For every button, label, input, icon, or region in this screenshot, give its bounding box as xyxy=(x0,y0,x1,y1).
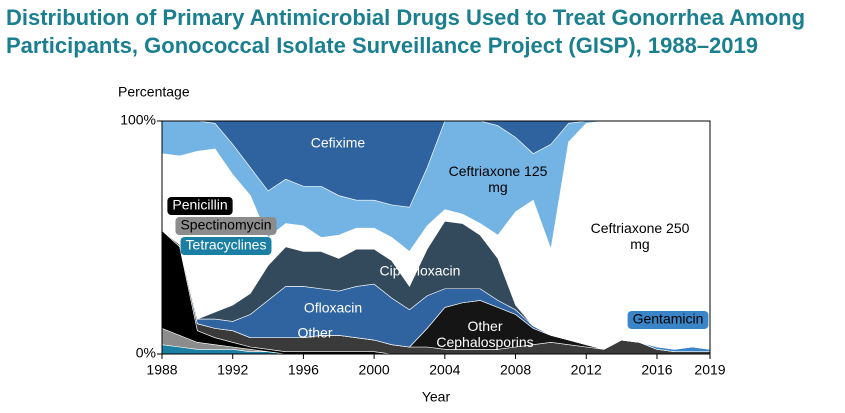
x-tick-label: 2016 xyxy=(641,362,672,378)
series-label: Ceftriaxone 250 mg xyxy=(591,220,690,252)
label-line: Ceftriaxone 125 xyxy=(449,163,548,179)
x-tick-label: 2019 xyxy=(694,362,725,378)
x-tick-label: 2000 xyxy=(359,362,390,378)
series-label-text: Tetracyclines xyxy=(186,237,267,253)
series-label: Ofloxacin xyxy=(304,300,362,316)
series-label-text: Ciprofloxacin xyxy=(380,263,461,279)
label-line: mg xyxy=(488,179,507,195)
series-label-text: Gentamicin xyxy=(633,311,704,327)
label-line: Cephalosporins xyxy=(436,334,533,350)
y-tick-label: 0% xyxy=(136,345,156,361)
series-label: Tetracyclines xyxy=(180,237,272,255)
x-tick-label: 2008 xyxy=(500,362,531,378)
x-tick-label: 2012 xyxy=(571,362,602,378)
series-label-text: Spectinomycin xyxy=(180,217,271,233)
x-tick-label: 1992 xyxy=(217,362,248,378)
series-label-text: Ceftriaxone 250 mg xyxy=(591,220,690,252)
x-tick-label: 1988 xyxy=(146,362,177,378)
series-label-text: Cefixime xyxy=(311,135,366,151)
x-axis-label: Year xyxy=(422,389,451,405)
label-line: Ceftriaxone 250 xyxy=(591,220,690,236)
label-box xyxy=(180,237,272,255)
label-line: Other xyxy=(467,318,502,334)
plot-frame xyxy=(161,120,711,355)
label-box xyxy=(167,197,233,215)
series-label-text: Penicillin xyxy=(172,197,227,213)
series-label: Penicillin xyxy=(167,197,233,215)
series-label-text: Ceftriaxone 125 mg xyxy=(449,163,548,195)
series-label: Spectinomycin xyxy=(175,217,277,235)
area xyxy=(162,121,710,350)
label-box xyxy=(627,311,709,329)
series-label-text: Other xyxy=(297,325,332,341)
series-label: Other Cephalosporins xyxy=(436,318,533,350)
series-label: Cefixime xyxy=(311,135,366,151)
series-label-text: Other Cephalosporins xyxy=(436,318,533,350)
label-line: mg xyxy=(630,236,649,252)
x-tick-label: 1996 xyxy=(288,362,319,378)
y-axis-label: Percentage xyxy=(118,84,190,100)
chart-title: Distribution of Primary Antimicrobial Dr… xyxy=(6,5,806,58)
label-box xyxy=(175,217,277,235)
x-tick-label: 2004 xyxy=(429,362,460,378)
series-label-text: Ofloxacin xyxy=(304,300,362,316)
series-label: Ciprofloxacin xyxy=(380,263,461,279)
series-label: Other xyxy=(297,325,332,341)
y-tick-label: 100% xyxy=(120,112,156,128)
series-label: Gentamicin xyxy=(627,311,709,329)
series-label: Ceftriaxone 125 mg xyxy=(449,163,548,195)
